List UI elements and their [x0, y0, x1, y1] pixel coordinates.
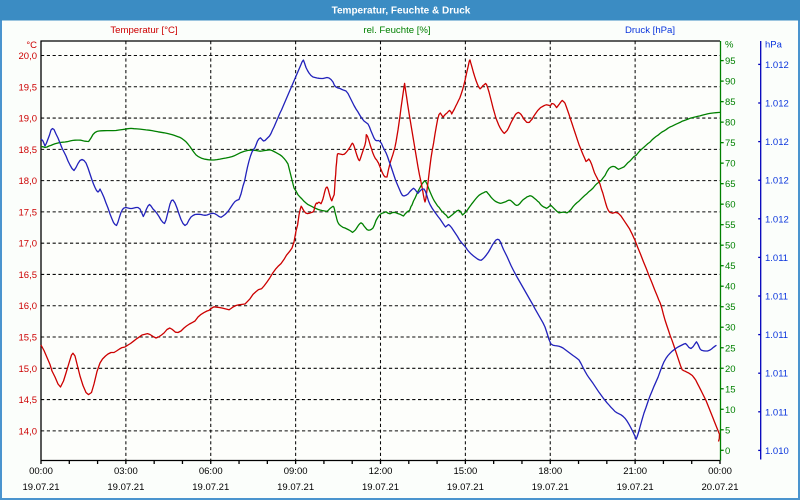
- svg-text:19,0: 19,0: [19, 114, 38, 125]
- svg-text:14,5: 14,5: [19, 395, 38, 406]
- svg-text:1.011: 1.011: [765, 330, 788, 341]
- svg-text:45: 45: [725, 261, 736, 272]
- svg-text:14,0: 14,0: [19, 426, 38, 437]
- svg-text:35: 35: [725, 302, 736, 313]
- svg-text:12:00: 12:00: [369, 466, 393, 477]
- svg-text:09:00: 09:00: [284, 466, 308, 477]
- svg-text:06:00: 06:00: [199, 466, 223, 477]
- svg-text:Druck [hPa]: Druck [hPa]: [625, 25, 675, 36]
- svg-text:40: 40: [725, 282, 736, 293]
- svg-text:1.012: 1.012: [765, 60, 789, 71]
- svg-text:20,0: 20,0: [19, 51, 38, 62]
- svg-text:55: 55: [725, 220, 736, 231]
- svg-text:19.07.21: 19.07.21: [447, 482, 484, 493]
- svg-text:18,0: 18,0: [19, 176, 38, 187]
- svg-text:85: 85: [725, 97, 736, 108]
- svg-text:16,0: 16,0: [19, 301, 38, 312]
- svg-text:10: 10: [725, 405, 736, 416]
- svg-text:1.012: 1.012: [765, 99, 789, 110]
- svg-text:20.07.21: 20.07.21: [702, 482, 739, 493]
- svg-text:90: 90: [725, 77, 736, 88]
- svg-text:Temperatur [°C]: Temperatur [°C]: [110, 25, 177, 36]
- svg-text:1.011: 1.011: [765, 253, 788, 264]
- svg-text:25: 25: [725, 343, 736, 354]
- svg-text:rel. Feuchte [%]: rel. Feuchte [%]: [363, 25, 430, 36]
- svg-text:1.012: 1.012: [765, 176, 789, 187]
- svg-text:1.011: 1.011: [765, 369, 788, 380]
- svg-text:65: 65: [725, 179, 736, 190]
- svg-text:19.07.21: 19.07.21: [277, 482, 314, 493]
- svg-text:15:00: 15:00: [453, 466, 477, 477]
- svg-text:95: 95: [725, 56, 736, 67]
- svg-text:75: 75: [725, 138, 736, 149]
- svg-text:70: 70: [725, 159, 736, 170]
- svg-text:19,5: 19,5: [19, 82, 38, 93]
- svg-text:30: 30: [725, 323, 736, 334]
- svg-text:18,5: 18,5: [19, 145, 38, 156]
- svg-text:1.011: 1.011: [765, 292, 788, 303]
- svg-text:20: 20: [725, 364, 736, 375]
- svg-text:19.07.21: 19.07.21: [532, 482, 569, 493]
- svg-text:15: 15: [725, 384, 736, 395]
- svg-text:5: 5: [725, 425, 730, 436]
- svg-text:°C: °C: [26, 40, 37, 51]
- svg-text:00:00: 00:00: [29, 466, 53, 477]
- svg-text:21:00: 21:00: [623, 466, 647, 477]
- svg-text:1.010: 1.010: [765, 446, 789, 457]
- svg-text:1.012: 1.012: [765, 137, 789, 148]
- svg-text:%: %: [725, 40, 734, 51]
- svg-text:0: 0: [725, 446, 730, 457]
- svg-text:16,5: 16,5: [19, 270, 38, 281]
- svg-text:19.07.21: 19.07.21: [192, 482, 229, 493]
- svg-text:hPa: hPa: [765, 40, 783, 51]
- svg-text:1.011: 1.011: [765, 407, 788, 418]
- svg-text:60: 60: [725, 200, 736, 211]
- svg-text:00:00: 00:00: [708, 466, 732, 477]
- svg-text:17,5: 17,5: [19, 207, 38, 218]
- svg-text:15,5: 15,5: [19, 333, 38, 344]
- svg-text:19.07.21: 19.07.21: [617, 482, 654, 493]
- svg-text:19.07.21: 19.07.21: [23, 482, 60, 493]
- svg-text:17,0: 17,0: [19, 239, 38, 250]
- svg-text:18:00: 18:00: [538, 466, 562, 477]
- svg-text:80: 80: [725, 118, 736, 129]
- svg-text:50: 50: [725, 241, 736, 252]
- svg-text:19.07.21: 19.07.21: [362, 482, 399, 493]
- svg-text:1.012: 1.012: [765, 214, 789, 225]
- svg-text:19.07.21: 19.07.21: [107, 482, 144, 493]
- svg-text:Temperatur, Feuchte & Druck: Temperatur, Feuchte & Druck: [332, 6, 471, 17]
- svg-text:15,0: 15,0: [19, 364, 38, 375]
- svg-text:03:00: 03:00: [114, 466, 138, 477]
